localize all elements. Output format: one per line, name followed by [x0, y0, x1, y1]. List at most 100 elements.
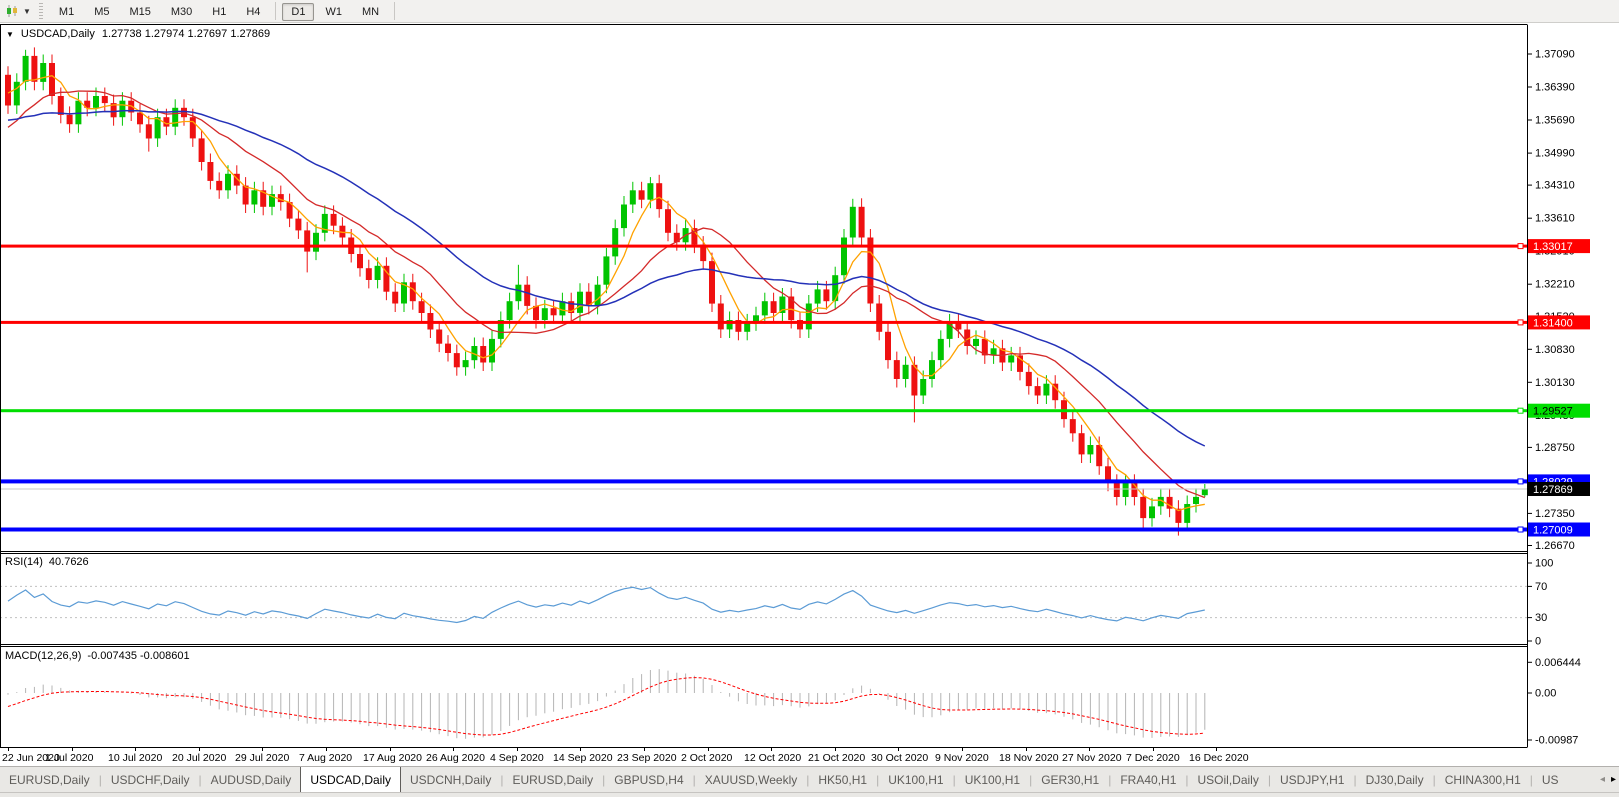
svg-text:70: 70	[1535, 581, 1547, 593]
macd-signal-line	[7, 677, 1205, 736]
date-label: 26 Aug 2020	[426, 752, 485, 764]
timeframe-button-H4[interactable]: H4	[246, 6, 261, 18]
macd-indicator-label: MACD(12,26,9) -0.007435 -0.008601	[5, 650, 190, 662]
svg-text:1.37090: 1.37090	[1535, 49, 1575, 61]
tab-scroll-left-icon[interactable]: ◂	[1599, 774, 1605, 785]
rsi-name: RSI(14)	[5, 556, 43, 568]
timeframe-button-W1[interactable]: W1	[325, 6, 342, 18]
tab-XAUUSD-Weekly[interactable]: XAUUSD,Weekly	[704, 773, 798, 787]
tab-US[interactable]: US	[1541, 773, 1559, 787]
chart-tab-bar: EURUSD,Daily | USDCHF,Daily | AUDUSD,Daily US…	[0, 766, 1619, 792]
tab-separator: |	[1529, 772, 1533, 787]
tab-USDCAD-Daily[interactable]: USDCAD,Daily	[300, 767, 401, 792]
tab-USOil-Daily[interactable]: USOil,Daily	[1197, 773, 1259, 787]
tab-GBPUSD-H4[interactable]: GBPUSD,H4	[614, 773, 684, 787]
svg-text:1.32210: 1.32210	[1535, 279, 1575, 291]
tab-scroll-arrows: ◂ ▸	[1596, 767, 1619, 792]
time-tick	[199, 748, 200, 751]
tab-FRA40-H1[interactable]: FRA40,H1	[1120, 773, 1177, 787]
chart-type-icon[interactable]	[4, 2, 20, 20]
hline-1.27009[interactable]	[0, 527, 1527, 532]
svg-text:1.27350: 1.27350	[1535, 508, 1575, 520]
tab-separator: |	[500, 772, 504, 787]
svg-text:1.31400: 1.31400	[1533, 317, 1573, 329]
tab-separator: |	[602, 772, 606, 787]
svg-text:1.30130: 1.30130	[1535, 377, 1575, 389]
timeframe-button-M30[interactable]: M30	[170, 6, 193, 18]
svg-text:1.26670: 1.26670	[1535, 540, 1575, 552]
time-tick	[326, 748, 327, 751]
macd-name: MACD(12,26,9)	[5, 650, 82, 662]
hline-1.29527[interactable]	[0, 409, 1527, 413]
tabs: EURUSD,Daily | USDCHF,Daily | AUDUSD,Daily US…	[0, 767, 1568, 792]
tab-separator: |	[1353, 772, 1357, 787]
tab-EURUSD-Daily[interactable]: EURUSD,Daily	[9, 773, 90, 787]
svg-text:1.30830: 1.30830	[1535, 344, 1575, 356]
tab-UK100-H1[interactable]: UK100,H1	[888, 773, 944, 787]
timeframe-button-H1[interactable]: H1	[212, 6, 227, 18]
date-label: 23 Sep 2020	[617, 752, 677, 764]
svg-text:1.27009: 1.27009	[1533, 525, 1573, 537]
time-tick	[390, 748, 391, 751]
timeframe-button-MN[interactable]: MN	[361, 6, 380, 18]
macd-values: -0.007435 -0.008601	[87, 650, 190, 662]
svg-text:1.34310: 1.34310	[1535, 180, 1575, 192]
rsi-value: 40.7626	[48, 556, 89, 568]
time-tick	[453, 748, 454, 751]
tab-HK50-H1[interactable]: HK50,H1	[818, 773, 868, 787]
date-label: 20 Jul 2020	[172, 752, 227, 764]
tab-UK100-H1[interactable]: UK100,H1	[964, 773, 1021, 787]
chevron-down-icon[interactable]: ▼	[23, 6, 31, 16]
tab-scroll-right-icon[interactable]: ▸	[1610, 774, 1616, 785]
tab-separator: |	[952, 772, 956, 787]
time-tick	[1153, 748, 1154, 751]
hline-1.31400[interactable]	[0, 320, 1527, 324]
tab-EURUSD-Daily[interactable]: EURUSD,Daily	[512, 773, 594, 787]
time-tick	[962, 748, 963, 751]
svg-text:0.00: 0.00	[1535, 688, 1556, 700]
time-tick	[580, 748, 581, 751]
svg-text:0.006444: 0.006444	[1535, 657, 1581, 669]
tab-USDCNH-Daily[interactable]: USDCNH,Daily	[410, 773, 492, 787]
svg-text:-0.00987: -0.00987	[1535, 735, 1578, 747]
timeframe-buttons: M1 M5 M15 M30 H1 H4	[49, 2, 271, 20]
svg-text:100: 100	[1535, 558, 1553, 570]
price-chart-canvas[interactable]: 1.37090 1.36390 1.35690 1.34990 1.34310 1.336…	[0, 23, 1619, 748]
timeframe-button-D1[interactable]: D1	[282, 3, 315, 21]
timeframe-button-M15[interactable]: M15	[129, 6, 151, 18]
date-label: 17 Aug 2020	[363, 752, 422, 764]
collapse-triangle-icon[interactable]: ▼	[6, 29, 14, 39]
tab-separator: |	[1267, 772, 1271, 787]
tab-USDJPY-H1[interactable]: USDJPY,H1	[1279, 773, 1345, 787]
date-label: 30 Oct 2020	[871, 752, 929, 764]
svg-text:1.35690: 1.35690	[1535, 115, 1575, 127]
svg-text:1.36390: 1.36390	[1535, 82, 1575, 94]
tab-separator: |	[806, 772, 810, 787]
time-tick	[708, 748, 709, 751]
tab-AUDUSD-Daily[interactable]: AUDUSD,Daily	[210, 773, 292, 787]
hline-1.33017[interactable]	[0, 244, 1527, 248]
svg-text:1.28750: 1.28750	[1535, 442, 1575, 454]
time-tick	[835, 748, 836, 751]
tab-separator: |	[692, 772, 696, 787]
price-pane	[0, 47, 1527, 536]
date-label: 7 Dec 2020	[1126, 752, 1180, 764]
hline-1.28029[interactable]	[0, 479, 1527, 484]
tab-USDCHF-Daily[interactable]: USDCHF,Daily	[110, 773, 190, 787]
timeframe-button-M5[interactable]: M5	[94, 6, 110, 18]
time-tick	[517, 748, 518, 751]
timeframe-button-M1[interactable]: M1	[58, 6, 75, 18]
status-strip	[0, 792, 1619, 797]
tab-CHINA300-H1[interactable]: CHINA300,H1	[1444, 773, 1521, 787]
rsi-line	[7, 586, 1205, 624]
tab-DJ30-Daily[interactable]: DJ30,Daily	[1365, 773, 1424, 787]
svg-text:1.34990: 1.34990	[1535, 148, 1575, 160]
tab-separator: |	[98, 772, 102, 787]
time-tick	[898, 748, 899, 751]
date-label: 18 Nov 2020	[999, 752, 1059, 764]
mini-candles-icon	[7, 5, 17, 17]
tab-GER30-H1[interactable]: GER30,H1	[1041, 773, 1100, 787]
time-tick	[1216, 748, 1217, 751]
date-label: 22 Jun 2020	[2, 752, 60, 764]
rsi-pane	[1, 585, 1527, 624]
